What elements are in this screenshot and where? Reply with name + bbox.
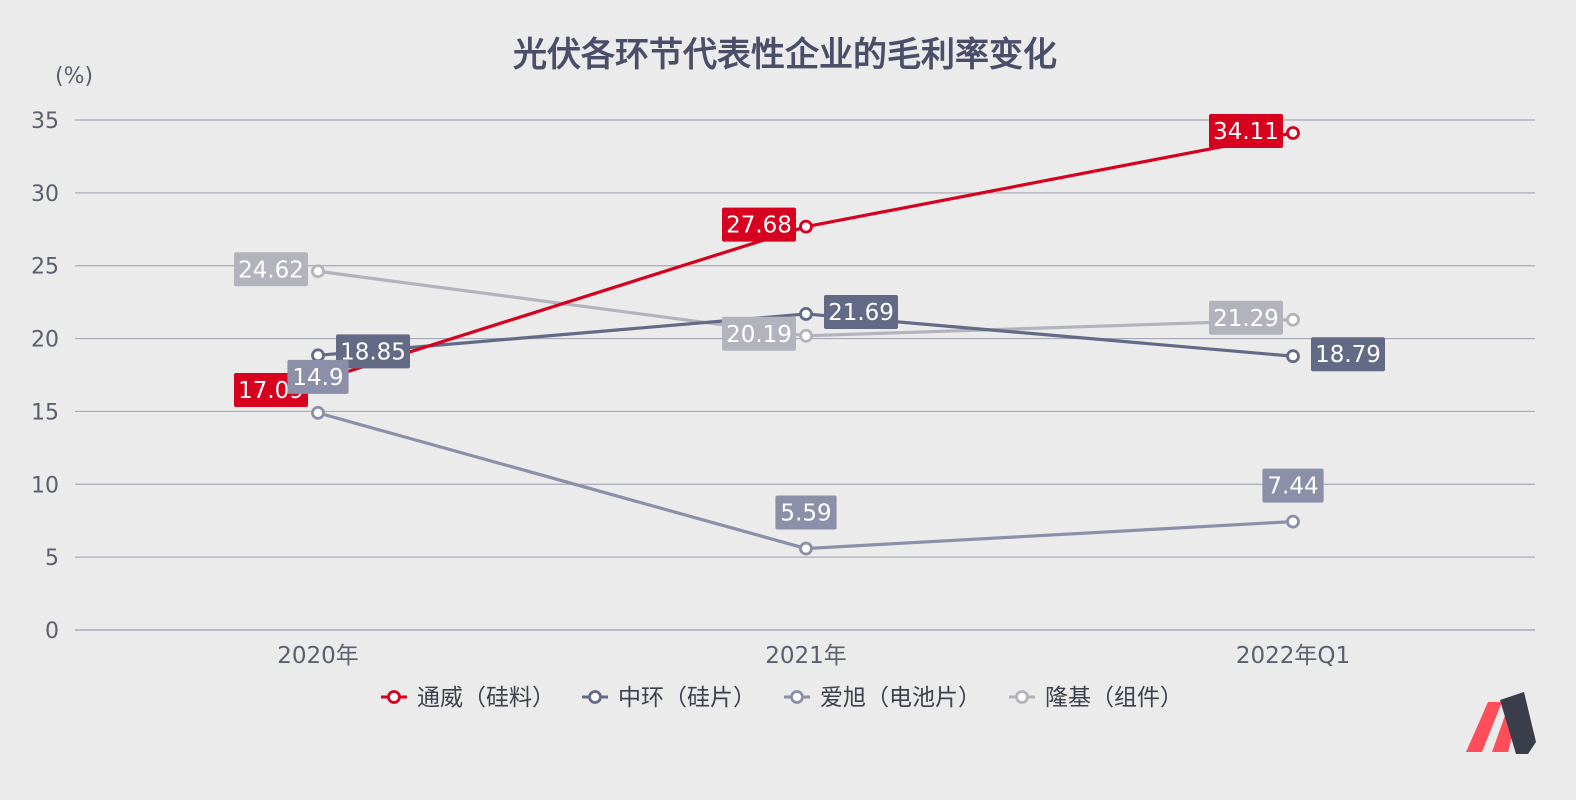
data-label-box	[824, 294, 898, 329]
legend: 通威（硅料） 中环（硅片） 爱旭（电池片） 隆基（组件）	[381, 685, 1183, 711]
data-point	[799, 219, 813, 234]
data-label-box	[234, 252, 308, 287]
data-label-box	[336, 334, 410, 369]
y-axis-unit: (%)	[55, 64, 93, 89]
data-labels: 17.0927.6834.1118.8521.6918.7914.95.597.…	[234, 113, 1385, 530]
data-label: 5.59	[775, 495, 837, 530]
data-label-text: 18.79	[1315, 342, 1381, 368]
data-label-text: 20.19	[726, 322, 792, 348]
y-tick-label: 15	[31, 400, 59, 425]
data-point	[1286, 349, 1300, 364]
data-label: 34.11	[1209, 113, 1283, 148]
data-label-box	[1209, 113, 1283, 148]
legend-label: 中环（硅片）	[618, 685, 756, 711]
data-label-box	[287, 359, 349, 394]
x-tick-label: 2022年Q1	[1236, 643, 1350, 669]
data-label-text: 7.44	[1267, 474, 1318, 500]
data-label-text: 24.62	[238, 257, 304, 283]
x-tick-label: 2021年	[765, 643, 847, 669]
y-tick-label: 5	[45, 546, 59, 571]
data-label-text: 5.59	[780, 501, 831, 527]
data-label-box	[1262, 468, 1324, 503]
data-label-text: 27.68	[726, 213, 792, 239]
data-label-box	[775, 495, 837, 530]
series-line	[317, 269, 1294, 338]
data-label: 14.9	[287, 359, 349, 394]
y-tick-label: 0	[45, 619, 59, 644]
y-tick-label: 10	[31, 473, 59, 498]
legend-swatch-marker	[387, 690, 401, 704]
data-label: 20.19	[722, 316, 796, 351]
legend-label: 通威（硅料）	[417, 685, 555, 711]
data-point	[1286, 514, 1300, 529]
data-label-box	[1311, 337, 1385, 372]
legend-item: 中环（硅片）	[582, 685, 756, 711]
legend-swatch-marker	[588, 690, 602, 704]
series-points	[311, 126, 1300, 556]
data-label: 21.29	[1209, 300, 1283, 335]
data-point	[311, 405, 325, 420]
data-point	[799, 541, 813, 556]
x-tick-label: 2020年	[277, 643, 359, 669]
brand-logo-icon	[1466, 692, 1536, 754]
legend-label: 隆基（组件）	[1045, 685, 1183, 711]
data-label-text: 21.69	[828, 300, 894, 326]
y-tick-label: 25	[31, 255, 59, 280]
data-label: 7.44	[1262, 468, 1324, 503]
data-label: 18.85	[336, 334, 410, 369]
data-label: 18.79	[1311, 337, 1385, 372]
x-axis-ticks: 2020年 2021年 2022年Q1	[277, 643, 1350, 669]
data-label-text: 14.9	[292, 365, 343, 391]
legend-label: 爱旭（电池片）	[820, 685, 981, 711]
data-point	[1286, 312, 1300, 327]
legend-item: 隆基（组件）	[1009, 685, 1183, 711]
y-tick-label: 30	[31, 182, 59, 207]
data-point	[799, 328, 813, 343]
data-label-box	[1209, 300, 1283, 335]
data-point	[1286, 126, 1300, 140]
data-label-text: 21.29	[1213, 306, 1279, 332]
data-label-text: 18.85	[340, 339, 406, 365]
data-label-box	[722, 316, 796, 351]
legend-swatch-marker	[790, 690, 804, 704]
data-point	[311, 348, 325, 363]
legend-item: 爱旭（电池片）	[784, 685, 981, 711]
data-point	[799, 307, 813, 321]
data-label: 21.69	[824, 294, 898, 329]
y-tick-label: 35	[31, 109, 59, 134]
data-point	[311, 264, 325, 279]
legend-swatch-marker	[1015, 690, 1029, 704]
data-label-text: 34.11	[1213, 119, 1279, 145]
y-tick-label: 20	[31, 328, 59, 353]
data-label: 24.62	[234, 252, 308, 287]
data-label: 27.68	[722, 207, 796, 242]
data-label-box	[722, 207, 796, 242]
chart-title: 光伏各环节代表性企业的毛利率变化	[513, 35, 1057, 75]
legend-item: 通威（硅料）	[381, 685, 555, 711]
y-axis-ticks: 0 5 10 15 20 25 30 35	[31, 109, 59, 644]
